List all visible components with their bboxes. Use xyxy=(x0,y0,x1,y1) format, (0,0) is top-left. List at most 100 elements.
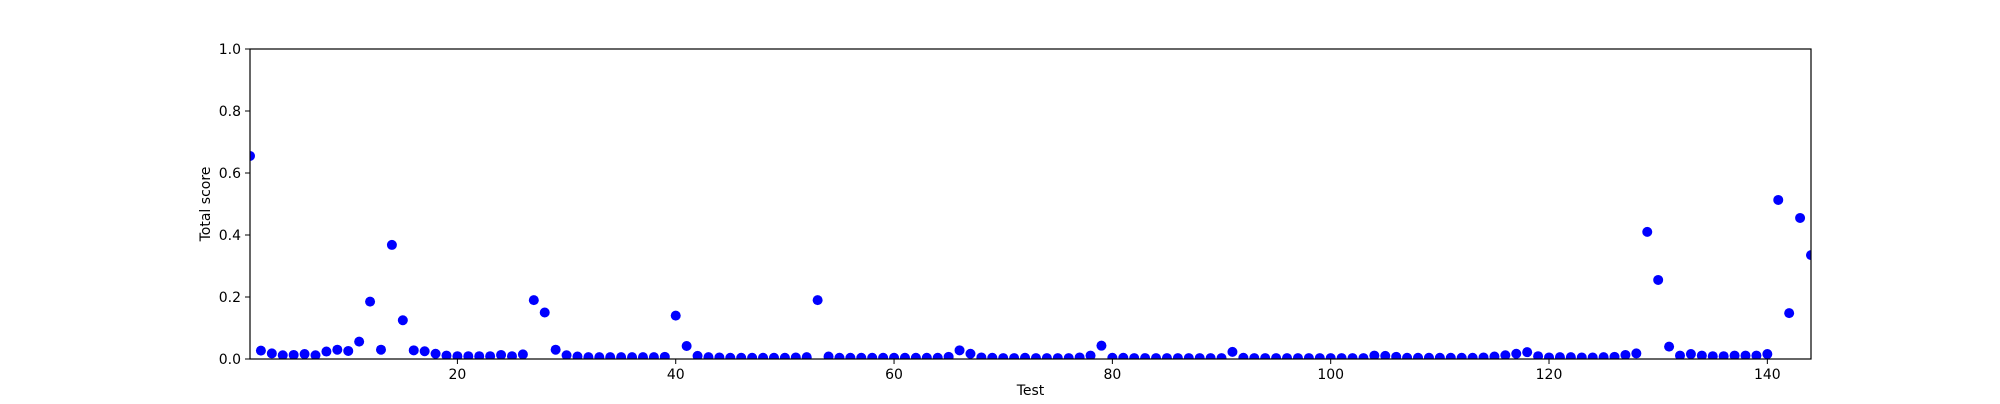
data-point xyxy=(976,352,987,359)
x-axis-label: Test xyxy=(1016,383,1045,399)
data-point xyxy=(932,352,943,359)
data-point xyxy=(1642,226,1653,237)
y-tick-label: 1.0 xyxy=(219,42,241,58)
data-point xyxy=(343,345,354,356)
data-point xyxy=(1009,353,1020,359)
data-point xyxy=(1784,308,1795,319)
data-point xyxy=(801,352,812,359)
x-tick-label: 140 xyxy=(1754,367,1781,383)
data-point xyxy=(921,352,932,359)
data-point xyxy=(736,352,747,359)
data-point xyxy=(889,352,900,359)
data-point xyxy=(266,348,277,359)
data-point xyxy=(354,336,365,347)
data-point xyxy=(616,352,627,359)
data-point xyxy=(627,352,638,359)
data-point xyxy=(856,352,867,359)
data-point xyxy=(474,351,485,359)
y-tick-label: 0.2 xyxy=(219,290,241,306)
data-point xyxy=(1096,340,1107,351)
data-point xyxy=(365,296,376,307)
data-point xyxy=(1347,353,1358,359)
data-point xyxy=(539,307,550,318)
data-point xyxy=(1544,352,1555,359)
data-point xyxy=(1107,352,1118,359)
data-point xyxy=(332,344,343,355)
data-point xyxy=(1806,250,1811,261)
data-point xyxy=(823,351,834,359)
data-point xyxy=(408,345,419,356)
data-point xyxy=(1598,352,1609,359)
data-point xyxy=(1576,352,1587,359)
data-point xyxy=(1762,349,1773,359)
data-point xyxy=(1205,353,1216,359)
data-point xyxy=(1718,351,1729,359)
data-point xyxy=(561,350,572,359)
data-point xyxy=(1423,352,1434,359)
y-axis-label: Total score xyxy=(198,167,214,243)
data-point xyxy=(1685,349,1696,359)
data-point xyxy=(1696,350,1707,359)
data-point xyxy=(1336,353,1347,359)
x-tick-label: 60 xyxy=(885,367,903,383)
data-point xyxy=(452,351,463,359)
data-point xyxy=(998,353,1009,359)
data-point xyxy=(1238,352,1249,359)
data-point xyxy=(1085,350,1096,359)
data-point xyxy=(1227,346,1238,357)
data-point xyxy=(572,351,583,359)
data-point xyxy=(834,352,845,359)
x-tick-label: 100 xyxy=(1317,367,1344,383)
data-point xyxy=(845,352,856,359)
data-point xyxy=(790,352,801,359)
data-point xyxy=(1522,347,1533,358)
data-point xyxy=(1740,350,1751,359)
data-point xyxy=(1358,353,1369,359)
data-point xyxy=(943,351,954,359)
data-point xyxy=(1194,353,1205,359)
data-point xyxy=(496,349,507,359)
data-point xyxy=(1303,353,1314,359)
data-point xyxy=(386,239,397,250)
data-point xyxy=(1456,352,1467,359)
data-point xyxy=(1467,352,1478,359)
data-point xyxy=(1533,351,1544,359)
plot-area-frame xyxy=(249,48,1812,360)
data-point xyxy=(670,310,681,321)
data-point xyxy=(1292,353,1303,359)
y-tick-label: 0.6 xyxy=(219,166,241,182)
data-point xyxy=(1020,352,1031,359)
y-tick-label: 0.0 xyxy=(219,352,241,368)
data-point xyxy=(463,351,474,359)
data-point xyxy=(375,344,386,355)
data-point xyxy=(1325,353,1336,359)
data-point xyxy=(954,345,965,356)
data-point xyxy=(1216,353,1227,359)
data-point xyxy=(1271,353,1282,359)
data-point xyxy=(1554,352,1565,359)
data-point xyxy=(1620,349,1631,359)
data-point xyxy=(747,352,758,359)
data-point xyxy=(659,351,670,359)
data-point xyxy=(506,351,517,359)
data-point xyxy=(725,352,736,359)
data-point xyxy=(1511,348,1522,359)
data-point xyxy=(867,352,878,359)
data-point xyxy=(419,346,430,357)
data-point xyxy=(1380,350,1391,359)
data-point xyxy=(605,352,616,359)
data-point xyxy=(1260,353,1271,359)
data-point xyxy=(1282,353,1293,359)
data-point xyxy=(1314,353,1325,359)
data-point xyxy=(321,346,332,357)
x-tick-label: 80 xyxy=(1103,367,1121,383)
data-point xyxy=(1118,352,1129,359)
data-point xyxy=(1609,351,1620,359)
data-point xyxy=(1129,353,1140,359)
data-point xyxy=(910,352,921,359)
data-point xyxy=(1249,353,1260,359)
data-point xyxy=(637,352,648,359)
data-point xyxy=(812,295,823,306)
data-point xyxy=(255,345,266,356)
